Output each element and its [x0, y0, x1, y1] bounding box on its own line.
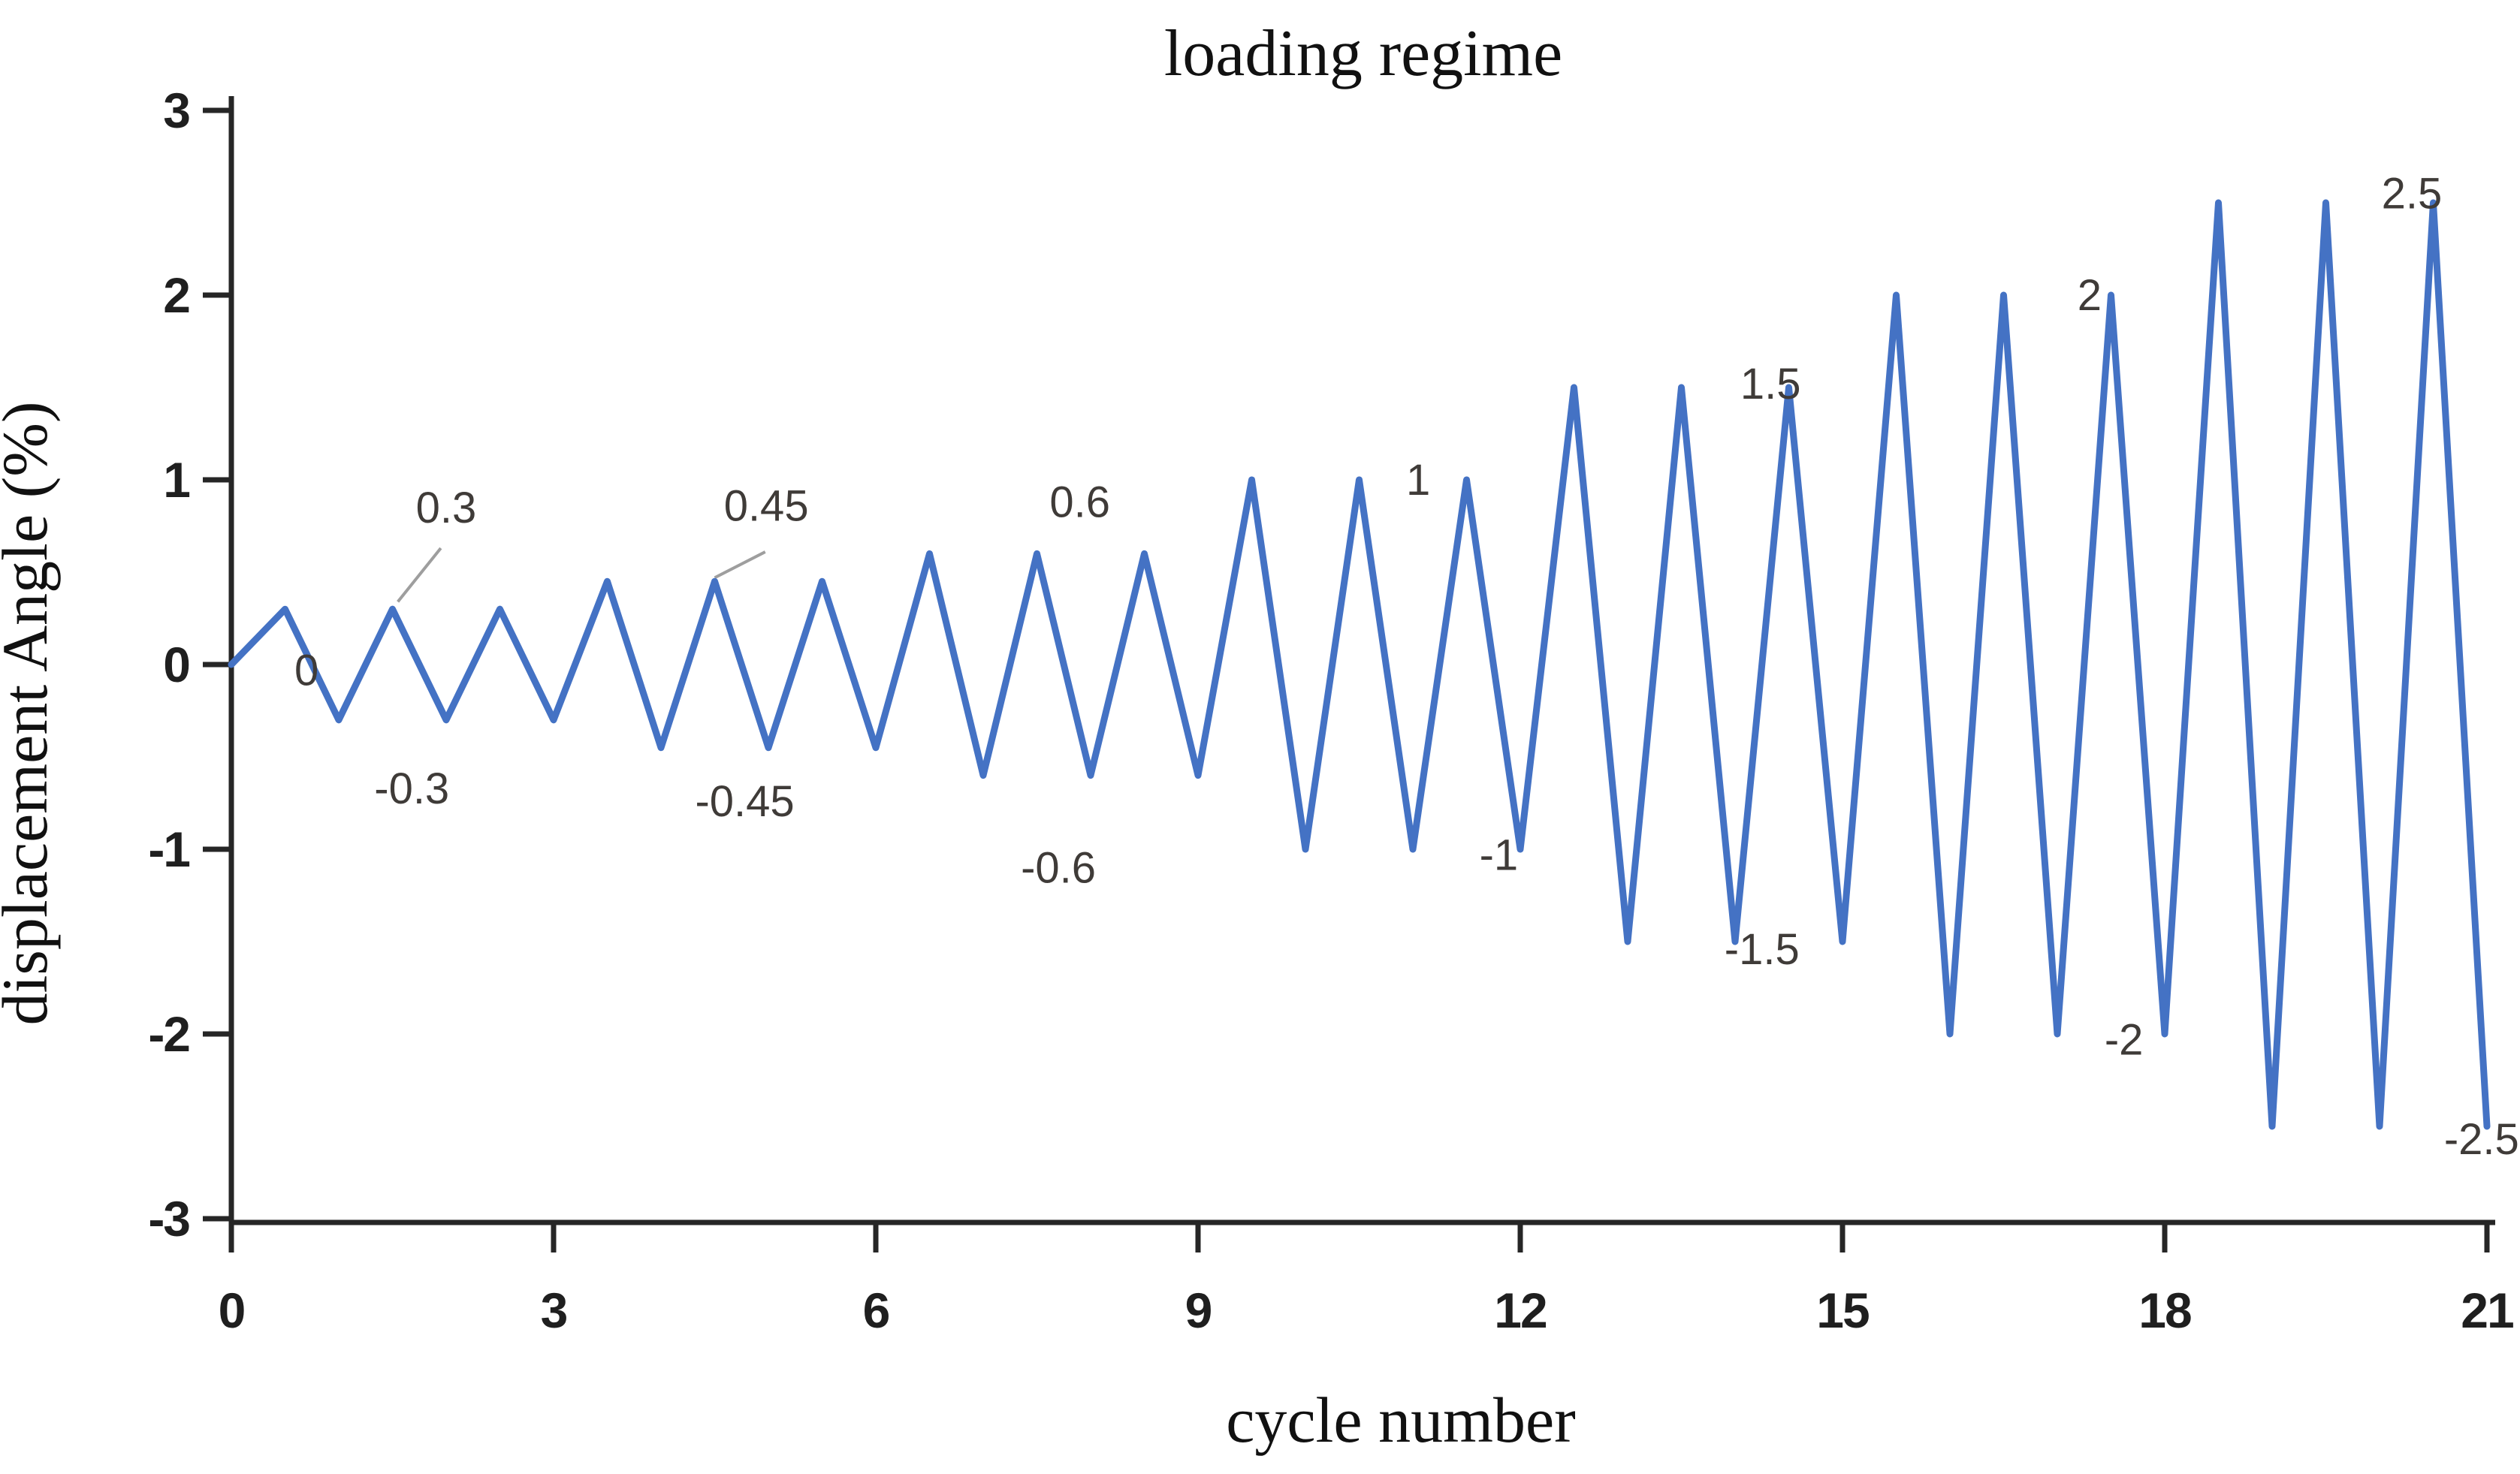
x-tick-label: 0 [219, 1283, 245, 1338]
amplitude-annotation: 0.6 [1049, 478, 1110, 527]
amplitude-annotation: -0.45 [695, 777, 794, 826]
leader-line [714, 550, 766, 580]
annotation-leader-lines [397, 547, 766, 603]
peak-annotations: 0 0.3 -0.3 0.45 -0.45 0.6 -0.6 1 -1 1.5 -1.5 2 -2 2.5… [294, 170, 2519, 1165]
x-axis-ticks: 0 3 6 9 12 15 18 21 [219, 1222, 2515, 1338]
amplitude-annotation: 0.45 [724, 481, 809, 530]
chart-title: loading regime [1164, 17, 1562, 90]
x-axis-label: cycle number [1226, 1384, 1576, 1456]
amplitude-annotation: 2.5 [2382, 170, 2443, 219]
x-tick-label: 3 [541, 1283, 567, 1338]
wave-line [228, 199, 2491, 1130]
y-tick-label: 2 [163, 267, 189, 323]
x-tick-label: 21 [2461, 1283, 2513, 1338]
x-tick-label: 18 [2138, 1283, 2191, 1338]
x-tick-label: 12 [1494, 1283, 1547, 1338]
x-tick-label: 6 [863, 1283, 889, 1338]
x-tick-label: 9 [1185, 1283, 1212, 1338]
y-tick-label: 3 [163, 83, 189, 138]
y-axis-label: displacement Angle (%) [0, 401, 61, 1025]
amplitude-annotation: -1 [1480, 830, 1519, 879]
y-tick-label: -3 [148, 1191, 189, 1246]
y-tick-label: 1 [163, 452, 189, 508]
amplitude-annotation: 2 [2078, 271, 2102, 320]
amplitude-annotation: 0 [294, 646, 318, 695]
amplitude-annotation: -0.3 [374, 764, 449, 813]
axis-frame [228, 96, 2495, 1225]
leader-line [397, 547, 442, 603]
y-tick-label: -1 [148, 821, 189, 877]
waveform-series [228, 199, 2491, 1130]
y-axis-ticks: 3 2 1 0 -1 -2 -3 [148, 83, 231, 1246]
amplitude-annotation: -2 [2105, 1015, 2144, 1064]
y-tick-label: 0 [163, 637, 189, 692]
amplitude-annotation: 1.5 [1740, 360, 1801, 408]
amplitude-annotation: -2.5 [2444, 1115, 2519, 1164]
x-tick-label: 15 [1816, 1283, 1869, 1338]
amplitude-annotation: 1 [1406, 456, 1430, 505]
amplitude-annotation: 0.3 [416, 484, 477, 532]
amplitude-annotation: -0.6 [1021, 844, 1096, 893]
y-tick-label: -2 [148, 1006, 189, 1062]
amplitude-annotation: -1.5 [1725, 925, 1800, 974]
